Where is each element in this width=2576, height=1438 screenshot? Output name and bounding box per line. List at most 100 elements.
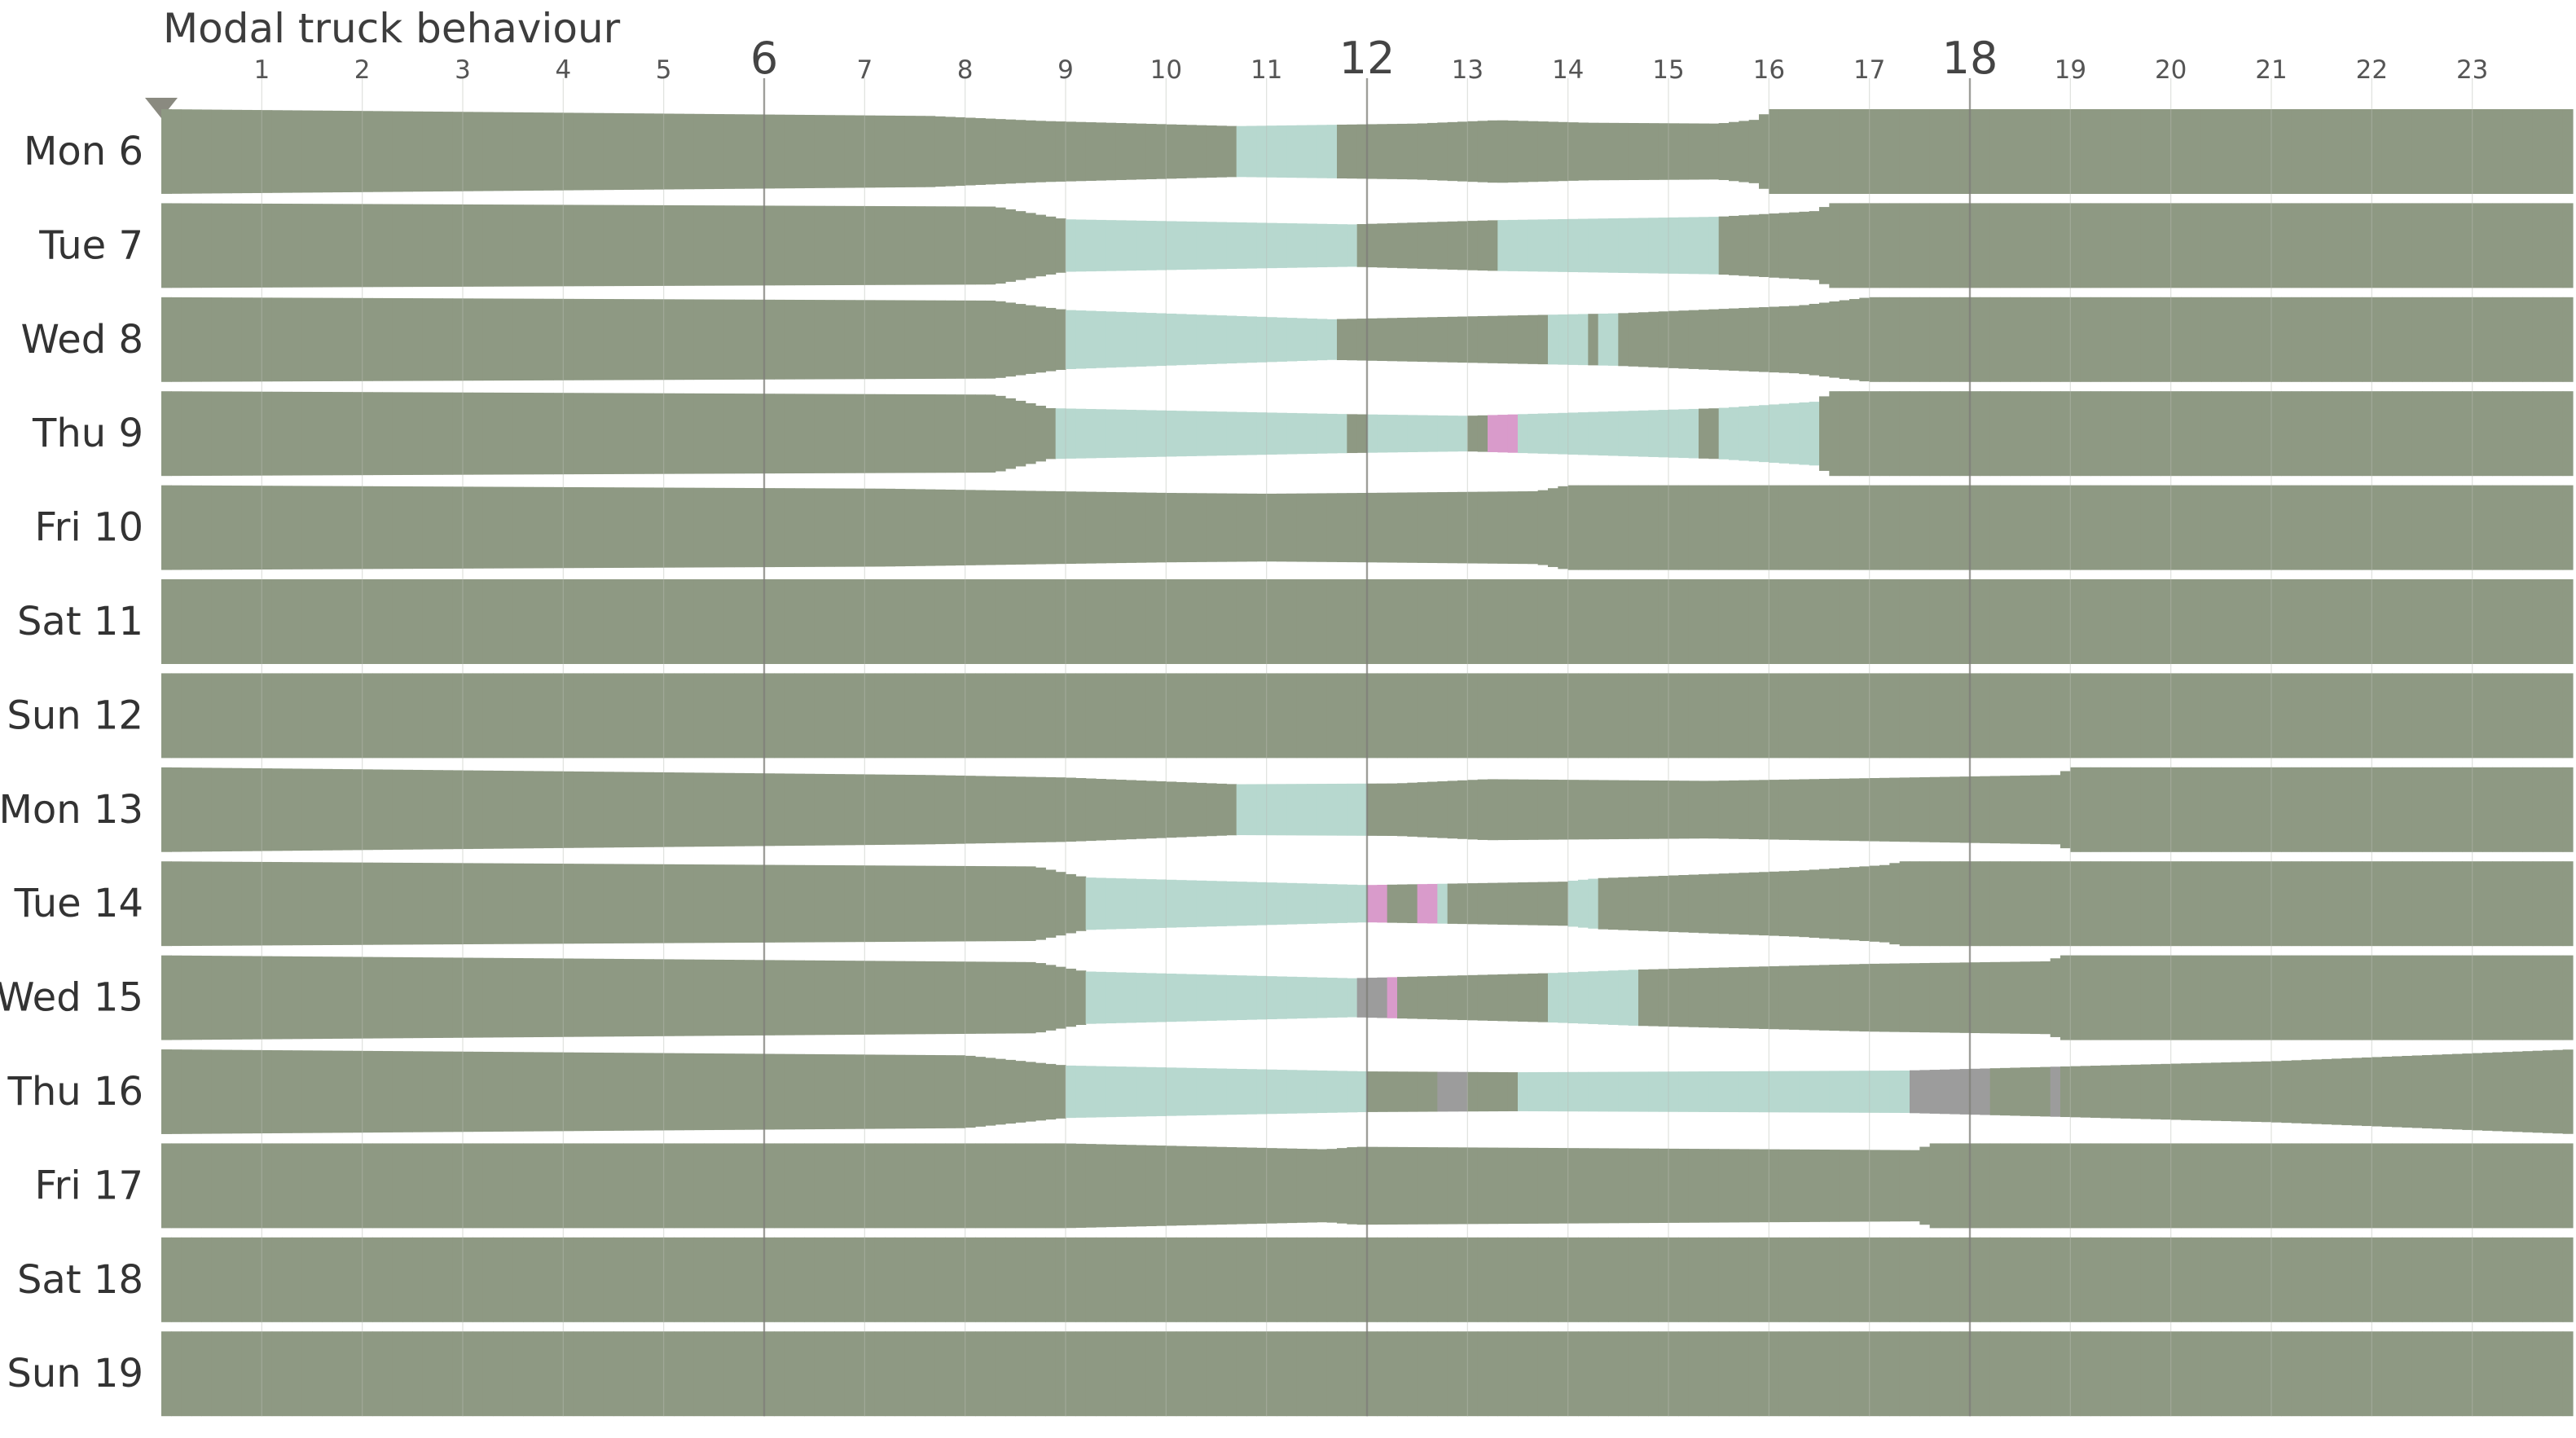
bar-slice-parked <box>1356 1331 1368 1417</box>
bar-slice-parked <box>784 488 795 567</box>
bar-slice-parked <box>1929 1143 1941 1229</box>
bar-slice-moving <box>1407 415 1418 452</box>
bar-slice-parked <box>764 773 775 847</box>
bar-slice-parked <box>1055 1143 1066 1229</box>
bar-slice-parked <box>1507 491 1519 565</box>
bar-slice-parked <box>512 1331 524 1417</box>
bar-slice-parked <box>2231 297 2242 382</box>
bar-slice-parked <box>1367 492 1378 563</box>
bar-slice-parked <box>583 298 594 380</box>
bar-slice-parked <box>1809 673 1820 759</box>
bar-slice-parked <box>1196 1331 1207 1417</box>
bar-slice-parked <box>322 1237 333 1322</box>
bar-slice-parked <box>292 673 303 759</box>
bar-slice-parked <box>1377 124 1388 179</box>
bar-slice-parked <box>201 767 213 852</box>
bar-slice-parked <box>2381 1056 2393 1128</box>
bar-slice-parked <box>2502 297 2513 382</box>
bar-slice-parked <box>1156 579 1167 664</box>
bar-slice-parked <box>955 1055 966 1128</box>
bar-slice-moving <box>1196 974 1207 1022</box>
bar-slice-parked <box>372 1050 383 1133</box>
bar-slice-parked <box>794 1053 805 1130</box>
bar-slice-parked <box>2402 109 2413 194</box>
bar-slice-parked <box>171 767 182 852</box>
bar-slice-parked <box>593 1052 604 1132</box>
bar-slice-parked <box>2543 861 2553 947</box>
bar-slice-parked <box>171 485 182 570</box>
bar-slice-parked <box>1166 781 1177 838</box>
bar-slice-parked <box>352 392 363 476</box>
bar-slice-parked <box>764 1237 775 1322</box>
bar-slice-parked <box>2512 297 2523 382</box>
bar-slice-moving <box>1206 881 1217 927</box>
bar-slice-parked <box>1748 780 1760 840</box>
bar-slice-parked <box>2492 109 2503 194</box>
bar-slice-parked <box>553 958 564 1037</box>
bar-slice-moving <box>1196 222 1207 270</box>
bar-slice-parked <box>955 579 966 664</box>
bar-slice-parked <box>623 1143 635 1229</box>
bar-slice-parked <box>2332 1237 2342 1322</box>
bar-slice-parked <box>874 115 886 188</box>
bar-slice-parked <box>1427 1071 1438 1112</box>
bar-slice-parked <box>473 204 484 287</box>
bar-slice-parked <box>1507 779 1519 841</box>
bar-slice-parked <box>1668 123 1679 180</box>
bar-slice-parked <box>663 393 675 474</box>
bar-slice-parked <box>2261 579 2272 664</box>
day-row <box>161 1049 2574 1134</box>
bar-slice-parked <box>2181 767 2191 852</box>
bar-slice-parked <box>161 109 172 194</box>
bar-slice-parked <box>965 776 976 844</box>
bar-slice-parked <box>2372 955 2383 1040</box>
bar-slice-parked <box>1778 779 1790 840</box>
day-label: Fri 10 <box>34 505 143 551</box>
bar-slice-parked <box>352 956 363 1039</box>
bar-slice-parked <box>2100 203 2112 288</box>
bar-slice-parked <box>1488 315 1498 363</box>
bar-slice-parked <box>774 1143 785 1229</box>
bar-slice-parked <box>1075 876 1087 931</box>
bar-slice-parked <box>2170 297 2182 382</box>
bar-slice-parked <box>1397 1237 1408 1322</box>
bar-slice-moving <box>1317 784 1328 836</box>
bar-slice-parked <box>945 1143 956 1229</box>
bar-slice-parked <box>2040 109 2051 194</box>
bar-slice-parked <box>1678 1148 1690 1223</box>
bar-slice-parked <box>925 1331 936 1417</box>
bar-slice-parked <box>824 205 835 286</box>
bar-slice-parked <box>2020 775 2031 844</box>
bar-slice-parked <box>2030 1237 2041 1322</box>
bar-slice-parked <box>2181 109 2191 194</box>
bar-slice-parked <box>824 673 835 759</box>
bar-slice-parked <box>2332 955 2342 1040</box>
bar-slice-parked <box>1940 962 1950 1033</box>
bar-slice-parked <box>402 1331 413 1417</box>
bar-slice-parked <box>312 579 323 664</box>
bar-slice-parked <box>2281 203 2292 288</box>
bar-slice-parked <box>2472 955 2483 1040</box>
bar-slice-parked <box>1970 962 1980 1034</box>
bar-slice-parked <box>2030 109 2041 194</box>
bar-slice-parked <box>1839 203 1850 288</box>
bar-slice-parked <box>1849 1237 1860 1322</box>
bar-slice-parked <box>1718 309 1730 371</box>
bar-slice-parked <box>2251 1331 2262 1417</box>
bar-slice-parked <box>372 956 383 1039</box>
bar-slice-parked <box>2532 955 2543 1040</box>
bar-slice-parked <box>2552 767 2564 852</box>
bar-slice-moving <box>1317 319 1328 361</box>
bar-slice-parked <box>1769 780 1780 840</box>
bar-slice-parked <box>2442 673 2453 759</box>
bar-slice-parked <box>512 112 524 191</box>
bar-slice-moving <box>1277 125 1287 178</box>
bar-slice-parked <box>473 1143 484 1229</box>
bar-slice-parked <box>684 864 695 943</box>
bar-slice-parked <box>2472 203 2483 288</box>
bar-slice-parked <box>1528 121 1539 182</box>
bar-slice-moving <box>1567 972 1579 1023</box>
bar-slice-parked <box>1980 673 1991 759</box>
bar-slice-parked <box>1748 1331 1760 1417</box>
bar-slice-parked <box>1005 673 1016 759</box>
